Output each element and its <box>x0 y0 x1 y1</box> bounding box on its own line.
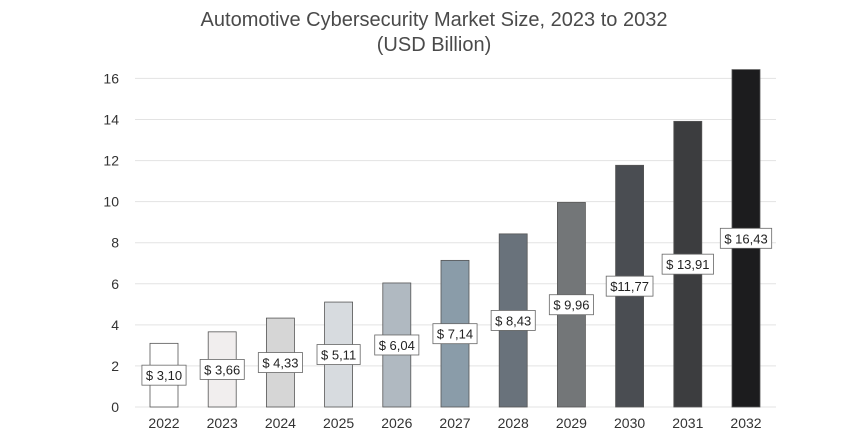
data-label-box-2027 <box>432 323 478 345</box>
data-label-box-2032 <box>719 227 773 249</box>
data-label-box-2028 <box>490 310 536 331</box>
data-label-2025: $ 5,11 <box>316 344 361 365</box>
data-label-2022: $ 3,10 <box>141 364 187 386</box>
y-tick-label-16: 16 <box>103 70 119 86</box>
data-label-text-2028: $ 8,43 <box>495 313 531 328</box>
chart-subtitle: (USD Billion) <box>376 34 492 56</box>
y-tick-label-14: 14 <box>103 112 119 128</box>
chart-title-main: Automotive Cybersecurity Market Size, 20… <box>200 9 668 31</box>
data-label-text-2030: $11,77 <box>610 279 649 294</box>
x-tick-label-2031: 2031 <box>672 415 703 431</box>
data-label-2027: $ 7,14 <box>432 323 478 345</box>
x-tick-label-2022: 2022 <box>148 415 179 431</box>
y-tick-label-10: 10 <box>103 194 119 210</box>
data-label-2032: $ 16,43 <box>719 227 773 249</box>
data-label-2030: $11,77 <box>605 275 654 297</box>
data-label-box-2024 <box>257 352 303 373</box>
data-labels: $ 3,10 $ 3,66 $ 4,33 $ 5,11 $ 6,04 $ 7,14 $ 8,… <box>141 227 773 386</box>
data-label-2026: $ 6,04 <box>374 334 420 356</box>
data-label-text-2023: $ 3,66 <box>204 362 240 377</box>
y-tick-label-6: 6 <box>111 276 119 292</box>
x-tick-label-2025: 2025 <box>323 415 354 431</box>
data-label-box-2031 <box>661 253 714 275</box>
data-label-box-2022 <box>141 364 187 386</box>
x-tick-label-2032: 2032 <box>730 415 761 431</box>
y-tick-label-12: 12 <box>103 153 119 169</box>
data-label-box-2025 <box>316 344 361 365</box>
data-label-text-2031: $ 13,91 <box>666 257 709 272</box>
data-label-2031: $ 13,91 <box>661 253 714 275</box>
chart-title: Automotive Cybersecurity Market Size, 20… <box>0 8 868 58</box>
data-label-box-2030 <box>605 275 654 297</box>
data-label-text-2026: $ 6,04 <box>379 338 415 353</box>
x-tick-label-2029: 2029 <box>556 415 587 431</box>
bars <box>149 69 761 408</box>
y-axis-ticks: 0 2 4 6 8 10 12 14 16 <box>103 70 119 415</box>
data-label-2028: $ 8,43 <box>490 310 536 331</box>
y-tick-label-8: 8 <box>111 235 119 251</box>
data-label-box-2023 <box>199 359 245 380</box>
x-tick-label-2027: 2027 <box>439 415 470 431</box>
data-label-text-2024: $ 4,33 <box>262 356 298 371</box>
data-label-2024: $ 4,33 <box>257 352 303 373</box>
data-label-box-2029 <box>548 294 594 316</box>
x-tick-label-2023: 2023 <box>207 415 238 431</box>
data-label-text-2025: $ 5,11 <box>321 348 356 363</box>
x-tick-label-2030: 2030 <box>614 415 645 431</box>
y-tick-label-4: 4 <box>111 317 119 333</box>
y-tick-label-2: 2 <box>111 358 119 374</box>
data-label-text-2029: $ 9,96 <box>553 298 589 313</box>
data-label-text-2027: $ 7,14 <box>437 327 473 342</box>
data-label-2023: $ 3,66 <box>199 359 245 380</box>
data-label-2029: $ 9,96 <box>548 294 594 316</box>
x-tick-label-2024: 2024 <box>265 415 296 431</box>
x-axis-ticks: 2022 2023 2024 2025 2026 2027 2028 2029 2030 2031… <box>148 415 761 431</box>
data-label-box-2026 <box>374 334 420 356</box>
x-tick-label-2026: 2026 <box>381 415 412 431</box>
y-tick-label-0: 0 <box>111 399 119 415</box>
data-label-text-2032: $ 16,43 <box>724 231 767 246</box>
data-label-text-2022: $ 3,10 <box>146 368 182 383</box>
x-tick-label-2028: 2028 <box>498 415 529 431</box>
